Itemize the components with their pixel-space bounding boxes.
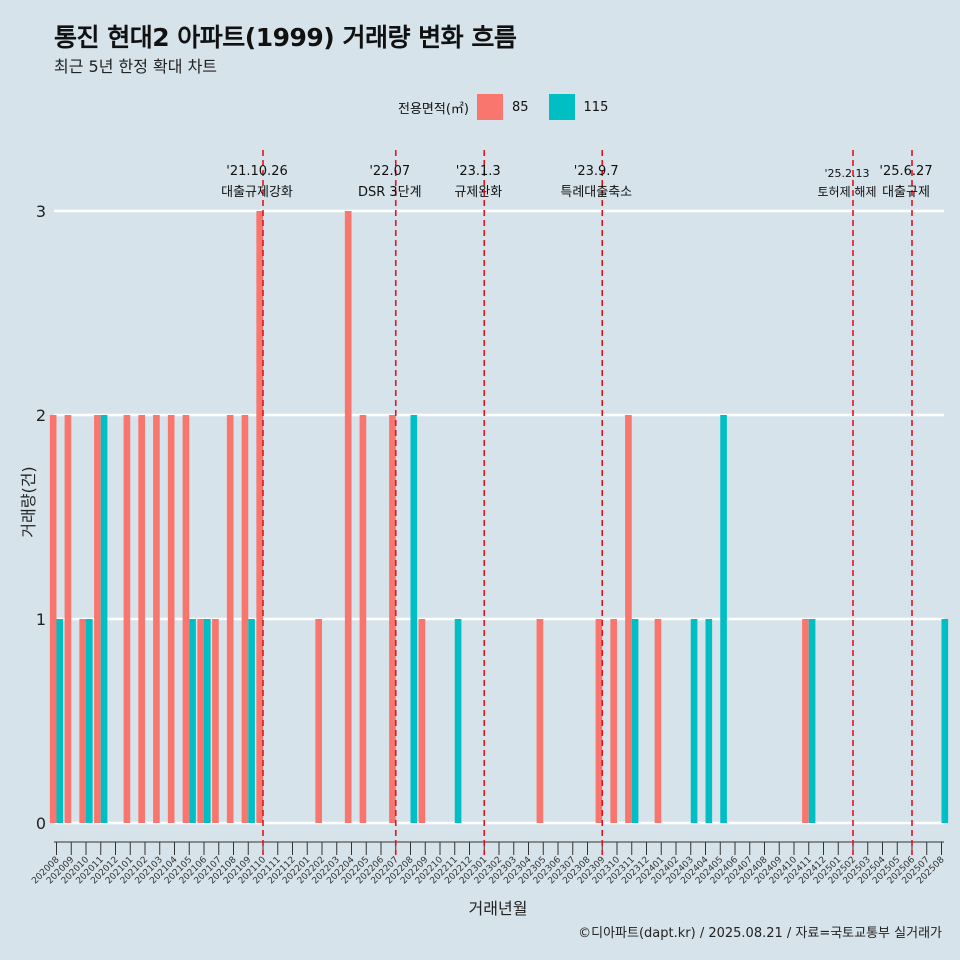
bar-85-202101 bbox=[123, 415, 131, 823]
chart-title: 통진 현대2 아파트(1999) 거래량 변화 흐름 bbox=[54, 23, 517, 52]
bar-115-202508 bbox=[941, 619, 949, 823]
bar-85-202311 bbox=[625, 415, 632, 823]
y-tick-label: 3 bbox=[36, 202, 46, 221]
bar-115-202411 bbox=[808, 619, 816, 823]
bar-115-202106 bbox=[204, 619, 211, 823]
bar-85-202310 bbox=[610, 619, 617, 823]
event-date: '23.9.7 bbox=[574, 164, 619, 179]
legend-swatch-85 bbox=[476, 94, 503, 120]
bar-85-202209 bbox=[418, 619, 426, 823]
bar-85-202011 bbox=[94, 415, 101, 823]
bar-85-202205 bbox=[359, 415, 367, 823]
event-label: 토허제 해제 bbox=[817, 185, 876, 199]
legend-label-85: 85 bbox=[511, 99, 529, 115]
legend: 전용면적(㎡) 85 115 bbox=[398, 94, 608, 120]
bar-85-202401 bbox=[654, 619, 662, 823]
bar-85-202009 bbox=[64, 415, 72, 823]
bar-85-202106 bbox=[197, 619, 204, 823]
bar-85-202010 bbox=[79, 619, 86, 823]
bar-85-202202 bbox=[315, 619, 322, 823]
event-date: '23.1.3 bbox=[456, 164, 501, 179]
y-tick-label: 0 bbox=[36, 814, 46, 833]
event-date: '25.2.13 bbox=[824, 167, 869, 180]
event-date: '22.07 bbox=[369, 164, 410, 179]
bar-85-202110 bbox=[256, 211, 263, 823]
bar-85-202204 bbox=[344, 211, 352, 823]
bar-115-202208 bbox=[410, 415, 418, 823]
chart-subtitle: 최근 5년 한정 확대 차트 bbox=[54, 57, 218, 76]
y-tick-label: 2 bbox=[36, 406, 46, 425]
bar-115-202405 bbox=[720, 415, 727, 823]
event-label: 대출규제강화 bbox=[221, 185, 293, 200]
event-label: 특례대출축소 bbox=[560, 185, 632, 200]
y-tick-label: 1 bbox=[36, 610, 46, 629]
bar-115-202008 bbox=[56, 619, 64, 823]
bar-115-202109 bbox=[248, 619, 255, 823]
bar-85-202104 bbox=[167, 415, 175, 823]
bar-115-202010 bbox=[86, 619, 93, 823]
bar-115-202403 bbox=[690, 619, 698, 823]
event-label: 규제완화 bbox=[454, 185, 502, 200]
bar-85-202309 bbox=[595, 619, 603, 823]
bar-85-202207 bbox=[389, 415, 396, 823]
event-label: 대출규제 bbox=[882, 185, 930, 200]
source-caption: ©디아파트(dapt.kr) / 2025.08.21 / 자료=국토교통부 실… bbox=[578, 926, 942, 941]
bar-85-202103 bbox=[153, 415, 160, 823]
y-axis-title: 거래량(건) bbox=[19, 466, 38, 537]
event-label: DSR 3단계 bbox=[358, 185, 422, 200]
bar-85-202109 bbox=[241, 415, 249, 823]
event-date: '21.10.26 bbox=[226, 164, 287, 179]
bar-85-202105 bbox=[182, 415, 190, 823]
bar-85-202305 bbox=[536, 619, 544, 823]
legend-label-115: 115 bbox=[583, 99, 609, 115]
x-axis-title: 거래년월 bbox=[469, 899, 528, 918]
bar-85-202108 bbox=[226, 415, 234, 823]
bar-85-202008 bbox=[49, 415, 57, 823]
bar-115-202011 bbox=[100, 415, 108, 823]
bar-115-202404 bbox=[705, 619, 713, 823]
legend-swatch-115 bbox=[548, 94, 575, 120]
bar-115-202211 bbox=[454, 619, 462, 823]
bar-115-202311 bbox=[631, 619, 639, 823]
bar-85-202102 bbox=[138, 415, 145, 823]
legend-title: 전용면적(㎡) bbox=[398, 101, 469, 117]
bar-85-202107 bbox=[212, 619, 219, 823]
event-date: '25.6.27 bbox=[879, 164, 932, 179]
bar-85-202411 bbox=[802, 619, 809, 823]
bar-115-202105 bbox=[189, 619, 196, 823]
